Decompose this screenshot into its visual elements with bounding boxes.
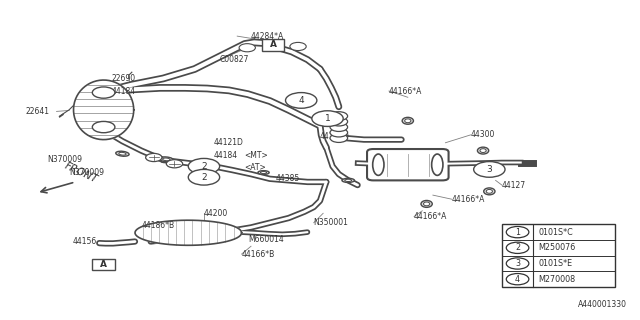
Circle shape [330,134,348,142]
Ellipse shape [402,117,413,124]
Ellipse shape [119,152,126,155]
Circle shape [92,87,115,98]
Text: M660014: M660014 [248,236,284,244]
Circle shape [188,158,220,174]
Circle shape [312,111,343,126]
Ellipse shape [116,151,129,156]
Circle shape [146,153,162,162]
Circle shape [506,258,529,269]
Circle shape [330,128,348,137]
Circle shape [506,274,529,285]
Text: 2: 2 [201,162,207,171]
Text: 44121D: 44121D [320,132,350,141]
Ellipse shape [372,154,384,175]
Text: 44166*A: 44166*A [414,212,447,221]
Text: 44166*A: 44166*A [452,195,485,204]
Polygon shape [135,220,242,245]
Text: 44166*B: 44166*B [242,250,275,259]
Text: 3: 3 [486,165,492,174]
Text: 22641: 22641 [25,107,49,116]
Text: 44184: 44184 [112,86,136,95]
Circle shape [290,42,306,51]
Text: 2: 2 [515,243,520,252]
Circle shape [330,117,348,126]
Text: A440001330: A440001330 [579,300,627,309]
Ellipse shape [486,189,492,193]
Circle shape [188,169,220,185]
Ellipse shape [163,158,170,161]
Ellipse shape [258,171,269,174]
Text: FRONT: FRONT [63,161,99,185]
Ellipse shape [342,178,355,182]
Text: 3: 3 [515,259,520,268]
Circle shape [474,162,505,177]
Text: 4: 4 [515,275,520,284]
Text: 44127: 44127 [502,180,526,189]
Text: 4: 4 [298,96,304,105]
Circle shape [202,162,218,170]
FancyBboxPatch shape [92,259,115,270]
Text: 44300: 44300 [470,131,495,140]
Text: 44385: 44385 [276,174,300,183]
Circle shape [506,242,529,253]
Text: 44166*A: 44166*A [389,86,422,95]
Text: C00827: C00827 [220,55,249,64]
FancyBboxPatch shape [502,224,615,287]
Text: 44121D: 44121D [213,138,243,147]
Circle shape [330,123,348,132]
Ellipse shape [431,154,443,175]
Text: 0101S*C: 0101S*C [538,228,573,236]
Circle shape [166,160,182,168]
Ellipse shape [484,188,495,195]
Polygon shape [74,80,134,140]
Text: 44156: 44156 [72,237,97,246]
Text: 22690: 22690 [112,74,136,83]
Text: A: A [100,260,107,269]
Circle shape [92,121,115,133]
Text: N370009: N370009 [69,168,104,177]
Ellipse shape [260,172,267,173]
Ellipse shape [159,157,173,162]
Text: 44200: 44200 [204,209,228,218]
Ellipse shape [404,119,411,123]
Ellipse shape [477,147,489,154]
Circle shape [330,112,348,121]
FancyBboxPatch shape [262,39,284,51]
Text: N350001: N350001 [314,218,349,227]
Text: 1: 1 [515,228,520,236]
Circle shape [268,40,284,48]
Circle shape [319,115,336,123]
Ellipse shape [421,200,432,207]
Text: 44186*B: 44186*B [141,221,174,230]
FancyBboxPatch shape [367,149,449,180]
Text: 2: 2 [201,173,207,182]
Text: N370009: N370009 [47,156,82,164]
Circle shape [285,92,317,108]
Text: 1: 1 [324,114,330,123]
Ellipse shape [424,202,429,206]
Text: M270008: M270008 [538,275,575,284]
Text: M250076: M250076 [538,243,575,252]
Text: 44284*A: 44284*A [251,32,284,41]
Text: <AT>: <AT> [244,163,266,172]
Text: 0101S*E: 0101S*E [538,259,572,268]
Ellipse shape [480,149,486,153]
Text: <MT>: <MT> [244,151,269,160]
Text: 44184: 44184 [213,151,237,160]
Circle shape [239,44,255,52]
Text: A: A [269,40,276,49]
Circle shape [202,173,218,181]
Ellipse shape [345,179,351,181]
Circle shape [481,165,497,173]
Circle shape [506,227,529,238]
